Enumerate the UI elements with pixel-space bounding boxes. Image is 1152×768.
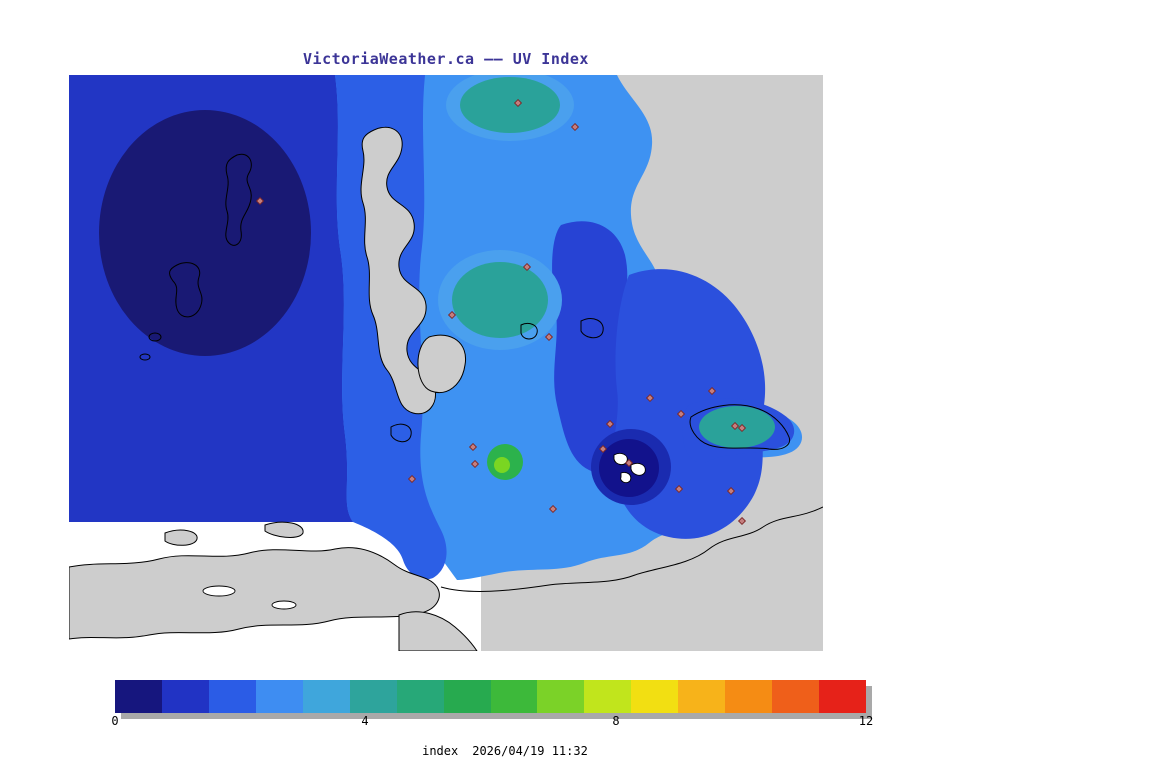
station-marker: [470, 459, 480, 469]
south-coastline: [440, 506, 824, 592]
station-marker: [645, 393, 655, 403]
uv-teal-central: [452, 262, 548, 338]
legend-color-segment: [208, 680, 256, 713]
offshore-island-chain: [225, 153, 252, 246]
lake-2: [271, 600, 297, 610]
caption-datetime: 2026/04/19 11:32: [472, 744, 588, 758]
station-marker: [513, 98, 523, 108]
station-marker: [737, 423, 747, 433]
station-marker: [570, 122, 580, 132]
legend-color-segment: [115, 680, 162, 713]
offshore-islet-2: [139, 353, 151, 361]
legend-color-segment: [584, 680, 632, 713]
station-marker: [522, 262, 532, 272]
east-peninsula-coast: [689, 404, 791, 450]
station-marker: [730, 421, 740, 431]
station-marker: [624, 458, 634, 468]
map-svg: [68, 69, 824, 652]
south-land: [68, 547, 440, 640]
legend-color-segment: [396, 680, 444, 713]
station-markers: [255, 98, 747, 526]
uv-teal-north: [460, 77, 560, 133]
station-marker: [676, 409, 686, 419]
station-marker: [726, 486, 736, 496]
legend-color-segment: [161, 680, 209, 713]
legend-color-segment: [678, 680, 726, 713]
legend-color-segment: [490, 680, 538, 713]
legend-tick-8: 8: [612, 714, 620, 728]
legend-color-segment: [772, 680, 820, 713]
station-marker: [548, 504, 558, 514]
lake-1: [202, 585, 236, 597]
lowest-uv-ellipse: [99, 110, 311, 356]
station-marker: [255, 196, 265, 206]
island-outline-1: [520, 322, 538, 340]
south-island-2: [264, 521, 304, 538]
legend-tick-0: 0: [111, 714, 119, 728]
uv-navy-patch: [599, 439, 659, 497]
map-title: VictoriaWeather.ca —— UV Index: [303, 50, 589, 68]
offshore-island-2: [169, 262, 203, 318]
legend-color-segment: [302, 680, 350, 713]
station-marker: [447, 310, 457, 320]
legend-colorbar: [115, 680, 866, 713]
legend-caption: index 2026/04/19 11:32: [115, 730, 866, 768]
caption-label: index: [422, 744, 459, 758]
station-marker: [737, 516, 747, 526]
island-outline-2: [580, 318, 604, 339]
legend-color-segment: [631, 680, 679, 713]
legend-color-segment: [537, 680, 585, 713]
legend-color-segment: [725, 680, 773, 713]
harbor-island-2: [630, 462, 646, 476]
legend-color-segment: [443, 680, 491, 713]
legend-color-segment: [255, 680, 303, 713]
offshore-islet-1: [148, 332, 162, 342]
legend-color-segment: [349, 680, 397, 713]
legend-color-segment: [819, 680, 866, 713]
uv-index-map: [68, 69, 824, 652]
uv-green-core: [494, 457, 510, 473]
peninsula-land: [417, 334, 467, 393]
station-marker: [707, 386, 717, 396]
station-marker: [674, 484, 684, 494]
south-land-east: [398, 611, 478, 652]
station-marker: [605, 419, 615, 429]
station-marker: [544, 332, 554, 342]
station-marker: [407, 474, 417, 484]
legend-tick-4: 4: [361, 714, 369, 728]
station-marker: [598, 444, 608, 454]
station-marker: [468, 442, 478, 452]
harbor-island-3: [620, 472, 632, 484]
legend-tick-12: 12: [858, 714, 874, 728]
south-island-1: [164, 529, 198, 546]
island-outline-3: [390, 423, 412, 443]
